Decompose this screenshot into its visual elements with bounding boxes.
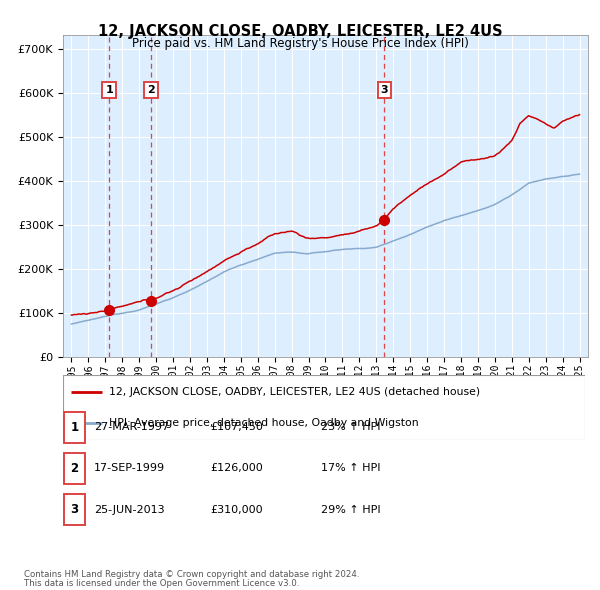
Text: This data is licensed under the Open Government Licence v3.0.: This data is licensed under the Open Gov…: [24, 579, 299, 588]
Text: 1: 1: [106, 85, 113, 95]
Text: 1: 1: [70, 421, 79, 434]
Text: £126,000: £126,000: [210, 464, 263, 473]
Text: 2: 2: [148, 85, 155, 95]
Text: £310,000: £310,000: [210, 505, 263, 514]
Text: 23% ↑ HPI: 23% ↑ HPI: [321, 422, 380, 432]
Text: £107,450: £107,450: [210, 422, 263, 432]
FancyBboxPatch shape: [64, 494, 85, 525]
Text: 29% ↑ HPI: 29% ↑ HPI: [321, 505, 380, 514]
Text: Contains HM Land Registry data © Crown copyright and database right 2024.: Contains HM Land Registry data © Crown c…: [24, 571, 359, 579]
Text: 17% ↑ HPI: 17% ↑ HPI: [321, 464, 380, 473]
Text: HPI: Average price, detached house, Oadby and Wigston: HPI: Average price, detached house, Oadb…: [109, 418, 419, 428]
FancyBboxPatch shape: [63, 375, 585, 440]
Text: 3: 3: [70, 503, 79, 516]
Text: 25-JUN-2013: 25-JUN-2013: [94, 505, 165, 514]
FancyBboxPatch shape: [64, 453, 85, 484]
FancyBboxPatch shape: [64, 412, 85, 442]
Text: 27-MAR-1997: 27-MAR-1997: [94, 422, 169, 432]
Text: 12, JACKSON CLOSE, OADBY, LEICESTER, LE2 4US: 12, JACKSON CLOSE, OADBY, LEICESTER, LE2…: [98, 24, 502, 38]
Text: 3: 3: [380, 85, 388, 95]
Text: 12, JACKSON CLOSE, OADBY, LEICESTER, LE2 4US (detached house): 12, JACKSON CLOSE, OADBY, LEICESTER, LE2…: [109, 387, 480, 397]
Text: 17-SEP-1999: 17-SEP-1999: [94, 464, 166, 473]
Text: 2: 2: [70, 462, 79, 475]
Text: Price paid vs. HM Land Registry's House Price Index (HPI): Price paid vs. HM Land Registry's House …: [131, 37, 469, 50]
